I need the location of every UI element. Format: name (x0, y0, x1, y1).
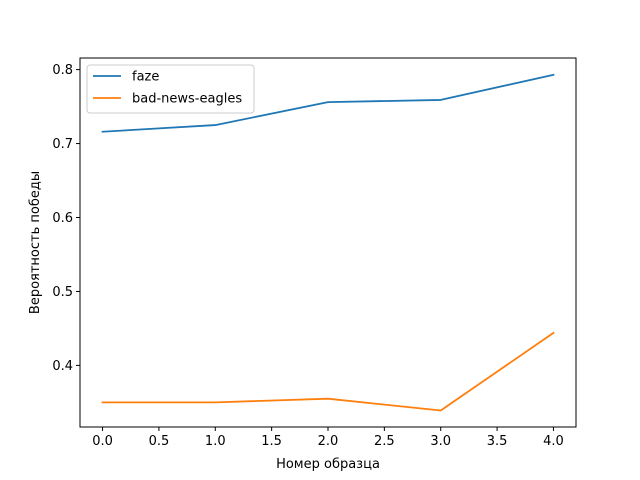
x-tick-label: 1.5 (261, 434, 282, 449)
y-axis-ticks: 0.4 0.5 0.6 0.7 0.8 (52, 63, 80, 374)
legend-box (86, 64, 255, 114)
series-line-faze (101, 73, 555, 133)
plot-frame (79, 57, 577, 428)
x-tick-label: 0.5 (149, 434, 170, 449)
x-axis-label: Номер образца (276, 457, 380, 472)
x-tick-label: 2.5 (374, 434, 395, 449)
x-tick-label: 2.0 (318, 434, 339, 449)
x-tick-label: 1.0 (205, 434, 226, 449)
y-axis-label: Вероятность победы (28, 171, 43, 314)
legend-label-bad-news-eagles: bad-news-eagles (132, 92, 242, 107)
series-line-bad-news-eagles (101, 331, 555, 412)
x-tick-label: 3.5 (487, 434, 508, 449)
legend: faze bad-news-eagles (86, 64, 255, 114)
legend-label-faze: faze (132, 70, 159, 85)
y-tick-label: 0.8 (52, 63, 73, 78)
y-tick-label: 0.6 (52, 211, 73, 226)
y-tick-label: 0.5 (52, 285, 73, 300)
x-tick-label: 4.0 (543, 434, 564, 449)
x-axis-ticks: 0.0 0.5 1.0 1.5 2.0 2.5 3.0 3.5 4.0 (92, 427, 564, 449)
y-tick-label: 0.7 (52, 137, 73, 152)
series-layer (101, 73, 555, 412)
x-tick-label: 0.0 (92, 434, 113, 449)
y-tick-label: 0.4 (52, 359, 73, 374)
x-tick-label: 3.0 (430, 434, 451, 449)
